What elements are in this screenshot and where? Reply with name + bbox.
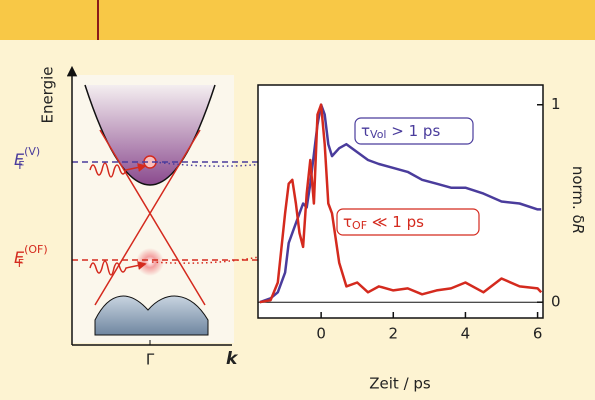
- x-tick-label: 4: [461, 325, 471, 343]
- annotation-sub: OF: [352, 219, 367, 232]
- k-label: k: [226, 349, 239, 369]
- y-tick-label: 1: [551, 95, 561, 113]
- annotation-symbol: τ: [361, 122, 370, 140]
- figure: Energie Γ k E(V)F E(OF)F Zeit / ps norm.…: [0, 0, 595, 400]
- annotation-text: ≪ 1 ps: [367, 213, 424, 231]
- annotation-text: > 1 ps: [387, 122, 441, 140]
- header-bar: [0, 0, 595, 40]
- x-tick-label: 2: [389, 325, 399, 343]
- x-tick-label: 6: [533, 325, 543, 343]
- x-tick-label: 0: [316, 325, 326, 343]
- annotation-symbol: τ: [343, 213, 352, 231]
- energy-label: Energie: [39, 66, 57, 123]
- gamma-label: Γ: [146, 351, 155, 369]
- y-axis-label: norm. δR: [570, 166, 588, 234]
- x-axis-label: Zeit / ps: [369, 375, 431, 393]
- excitation-glow: [136, 248, 164, 276]
- y-tick-label: 0: [551, 293, 561, 311]
- annotation-sub: Vol: [370, 128, 386, 141]
